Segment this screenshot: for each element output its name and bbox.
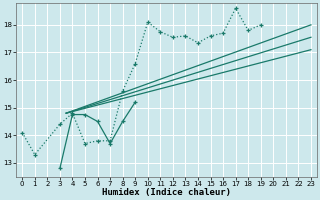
- X-axis label: Humidex (Indice chaleur): Humidex (Indice chaleur): [102, 188, 231, 197]
